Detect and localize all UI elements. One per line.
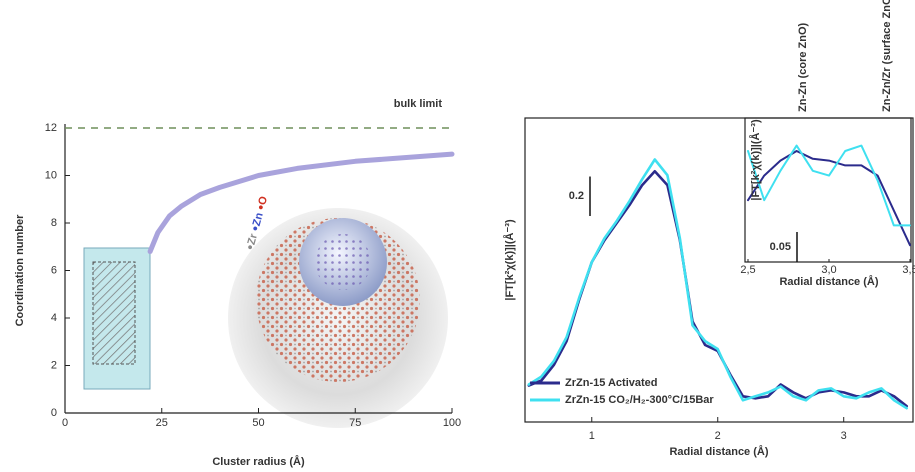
species-label: Zn (251, 211, 266, 227)
x-tick-label: 3 (841, 430, 847, 442)
zoom-box (84, 248, 150, 389)
x-axis-label: Radial distance (Å) (669, 445, 768, 458)
y-tick-label: 4 (51, 312, 57, 324)
x-tick-label: 3,5 (902, 264, 915, 276)
y-axis-label: Coordination number (14, 214, 26, 327)
y-axis-label: |FT[k²χ(k)]|(Å⁻³) (503, 219, 516, 301)
x-tick-label: 1 (589, 430, 595, 442)
x-axis-label: Radial distance (Å) (779, 275, 878, 288)
legend-label: ZrZn-15 Activated (565, 377, 658, 389)
x-tick-label: 75 (349, 417, 361, 429)
scale-bar-label: 0.05 (770, 241, 791, 253)
scale-bar-label: 0.2 (569, 190, 584, 202)
figure: 0255075100024681012bulk limitCluster rad… (0, 0, 915, 472)
x-tick-label: 2,5 (740, 264, 755, 276)
legend-label: ZrZn-15 CO₂/H₂-300°C/15Bar (565, 394, 714, 406)
species-label: O (256, 195, 270, 207)
y-tick-label: 8 (51, 217, 57, 229)
x-axis-label: Cluster radius (Å) (212, 455, 305, 468)
annotation: Zn-Zn (core ZnO) (797, 22, 809, 112)
y-axis-label: |FT[k²χ(k)]|(Å⁻³) (749, 119, 762, 201)
x-tick-label: 3,0 (821, 264, 836, 276)
x-tick-label: 2 (715, 430, 721, 442)
cluster-illustration (228, 208, 448, 428)
y-tick-label: 12 (45, 122, 57, 134)
y-tick-label: 2 (51, 359, 57, 371)
y-tick-label: 6 (51, 264, 57, 276)
annotation: Zn-Zn/Zr (surface ZnO) (881, 0, 893, 112)
y-tick-label: 10 (45, 169, 57, 181)
x-tick-label: 25 (156, 417, 168, 429)
x-tick-label: 0 (62, 417, 68, 429)
reference-label: bulk limit (394, 98, 443, 110)
y-tick-label: 0 (51, 407, 57, 419)
x-tick-label: 50 (252, 417, 264, 429)
x-tick-label: 100 (443, 417, 461, 429)
